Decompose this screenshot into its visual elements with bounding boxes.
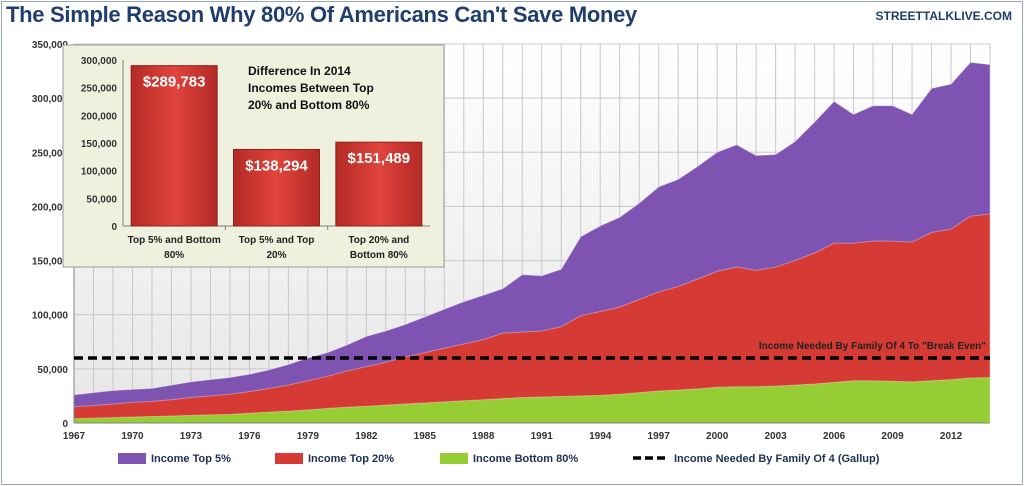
legend-swatch — [118, 453, 146, 464]
y-tick-label: 50,000 — [37, 365, 68, 376]
x-tick-label: 1979 — [297, 431, 320, 442]
x-tick-label: 1991 — [531, 431, 554, 442]
inset-bar-data-label: $138,294 — [245, 157, 308, 174]
legend-label: Income Top 5% — [151, 453, 231, 465]
area-income-top-20- — [73, 213, 991, 424]
y-tick-label: 200,000 — [32, 202, 69, 213]
y-tick-label: 150,000 — [32, 257, 69, 268]
inset-bar-data-label: $289,783 — [143, 74, 206, 91]
x-tick-label: 1994 — [589, 431, 612, 442]
legend-swatch — [440, 453, 468, 464]
legend-label: Income Bottom 80% — [473, 453, 578, 465]
legend-label: Income Needed By Family Of 4 (Gallup) — [674, 453, 880, 465]
inset-y-tick-label: 200,000 — [81, 111, 118, 122]
inset-bar-chart: 0 50,000 100,000 150,000 200,000 250,000 300,0… — [62, 44, 445, 268]
inset-category-label: Top 5% and Bottom — [128, 235, 221, 246]
inset-category-label: 20% — [266, 250, 286, 261]
inset-title: Incomes Between Top — [248, 81, 374, 95]
gallup-line-annotation: Income Needed By Family Of 4 To "Break E… — [759, 341, 986, 352]
x-tick-label: 2003 — [764, 431, 787, 442]
x-tick-label: 1997 — [648, 431, 671, 442]
x-tick-label: 1988 — [472, 431, 495, 442]
inset-category-label: Top 20% and — [348, 235, 409, 246]
inset-y-tick-label: 100,000 — [81, 167, 118, 178]
x-tick-label: 1976 — [238, 431, 261, 442]
legend: Income Top 5% Income Top 20% Income Bottom… — [118, 453, 880, 465]
area-series — [73, 61, 991, 424]
x-tick-label: 2006 — [823, 431, 846, 442]
y-tick-label: 0 — [62, 419, 68, 430]
inset-y-tick-label: 50,000 — [86, 194, 117, 205]
inset-bar — [130, 65, 218, 227]
x-tick-label: 1970 — [121, 431, 144, 442]
inset-y-tick-label: 0 — [111, 222, 117, 233]
inset-title: Difference In 2014 — [248, 64, 351, 78]
x-tick-label: 1973 — [180, 431, 203, 442]
inset-title: 20% and Bottom 80% — [248, 98, 370, 112]
inset-category-label: Bottom 80% — [350, 250, 408, 261]
x-tick-label: 1982 — [355, 431, 378, 442]
y-tick-label: 350,000 — [32, 40, 69, 51]
chart-title: The Simple Reason Why 80% Of Americans C… — [6, 2, 637, 27]
inset-category-label: Top 5% and Top — [239, 235, 315, 246]
x-tick-label: 2000 — [706, 431, 729, 442]
inset-bar — [233, 148, 320, 227]
inset-bar — [335, 141, 423, 227]
inset-category-label: 80% — [164, 250, 184, 261]
y-tick-label: 250,000 — [32, 148, 69, 159]
x-tick-label: 1967 — [63, 431, 86, 442]
x-tick-label: 2012 — [940, 431, 963, 442]
area-income-bottom-80- — [73, 377, 991, 424]
inset-y-tick-label: 300,000 — [81, 56, 118, 67]
inset-y-tick-label: 250,000 — [81, 84, 118, 95]
legend-label: Income Top 20% — [308, 453, 394, 465]
reference-line: Income Needed By Family Of 4 To "Break E… — [74, 341, 990, 360]
x-tick-label: 2009 — [881, 431, 904, 442]
y-tick-label: 300,000 — [32, 94, 69, 105]
inset-y-tick-label: 150,000 — [81, 139, 118, 150]
y-tick-label: 100,000 — [32, 311, 69, 322]
inset-bar-data-label: $151,489 — [348, 150, 411, 167]
source-label: STREETTALKLIVE.COM — [875, 9, 1012, 23]
x-tick-label: 1985 — [414, 431, 437, 442]
legend-swatch — [275, 453, 303, 464]
